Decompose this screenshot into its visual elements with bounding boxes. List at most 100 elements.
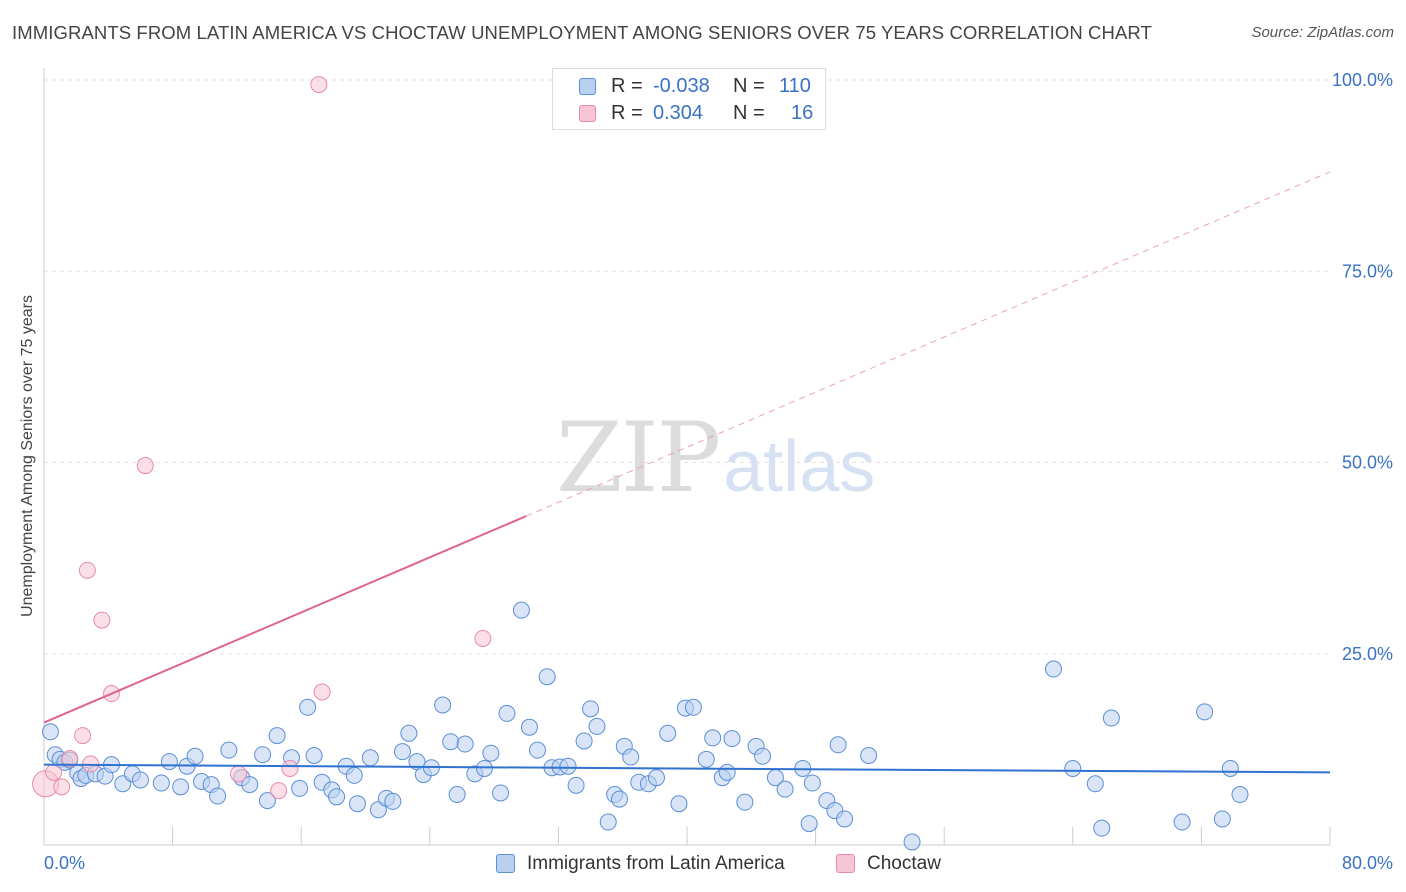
data-point-latin-america bbox=[800, 815, 818, 833]
data-point-choctaw bbox=[310, 76, 328, 94]
chart-title: IMMIGRANTS FROM LATIN AMERICA VS CHOCTAW… bbox=[12, 22, 1152, 43]
legend-r-value: 0.304 bbox=[653, 102, 704, 124]
data-point-latin-america bbox=[482, 744, 500, 762]
data-point-latin-america bbox=[588, 717, 606, 735]
data-point-latin-america bbox=[456, 735, 474, 753]
data-point-latin-america bbox=[492, 784, 510, 802]
data-point-latin-america bbox=[361, 749, 379, 767]
data-point-latin-america bbox=[400, 724, 418, 742]
data-point-latin-america bbox=[1213, 810, 1231, 828]
data-point-latin-america bbox=[258, 792, 276, 810]
trend-line-choctaw-extension bbox=[526, 171, 1331, 517]
legend-n-value: 16 bbox=[791, 102, 814, 124]
data-point-latin-america bbox=[836, 810, 854, 828]
legend-swatch-blue bbox=[579, 78, 596, 95]
data-point-latin-america bbox=[704, 729, 722, 747]
data-point-latin-america bbox=[754, 747, 772, 765]
correlation-legend: R = -0.038 N = 110 R = 0.304 N = 16 bbox=[552, 68, 826, 130]
data-point-latin-america bbox=[622, 748, 640, 766]
data-point-choctaw bbox=[82, 755, 100, 773]
data-point-latin-america bbox=[718, 763, 736, 781]
data-point-latin-america bbox=[610, 790, 628, 808]
data-point-choctaw bbox=[136, 457, 154, 475]
data-point-latin-america bbox=[567, 776, 585, 794]
data-point-latin-america bbox=[299, 698, 317, 716]
data-point-latin-america bbox=[559, 757, 577, 775]
data-point-latin-america bbox=[512, 601, 530, 619]
legend-r-label: R = bbox=[611, 75, 643, 97]
data-point-latin-america bbox=[434, 696, 452, 714]
data-point-latin-america bbox=[736, 793, 754, 811]
data-point-latin-america bbox=[41, 723, 59, 741]
data-point-latin-america bbox=[328, 788, 346, 806]
data-point-latin-america bbox=[684, 698, 702, 716]
data-point-latin-america bbox=[647, 769, 665, 787]
legend-swatch-pink bbox=[579, 105, 596, 122]
data-point-latin-america bbox=[529, 741, 547, 759]
data-point-latin-america bbox=[475, 760, 493, 777]
data-point-latin-america bbox=[1221, 760, 1239, 777]
data-point-latin-america bbox=[186, 747, 204, 765]
data-point-latin-america bbox=[241, 776, 259, 794]
data-point-latin-america bbox=[209, 787, 227, 805]
data-point-latin-america bbox=[670, 795, 688, 813]
data-point-latin-america bbox=[172, 778, 190, 796]
data-point-latin-america bbox=[345, 766, 363, 784]
data-point-choctaw bbox=[45, 763, 63, 781]
legend-label-choctaw: Choctaw bbox=[867, 853, 941, 874]
data-point-choctaw bbox=[61, 750, 79, 768]
series-legend: Immigrants from Latin America Choctaw bbox=[0, 851, 1406, 877]
data-point-choctaw bbox=[93, 611, 111, 629]
data-point-latin-america bbox=[448, 786, 466, 804]
data-point-choctaw bbox=[281, 760, 299, 777]
data-point-latin-america bbox=[131, 771, 149, 789]
data-point-latin-america bbox=[160, 753, 178, 771]
data-point-choctaw bbox=[474, 629, 492, 647]
data-point-choctaw bbox=[74, 727, 92, 745]
legend-row-latin-america: R = -0.038 N = 110 bbox=[553, 73, 825, 99]
data-point-latin-america bbox=[1231, 786, 1249, 804]
legend-r-value: -0.038 bbox=[653, 75, 710, 97]
data-point-latin-america bbox=[829, 736, 847, 754]
data-point-latin-america bbox=[1064, 760, 1082, 777]
data-point-latin-america bbox=[305, 746, 323, 764]
data-point-choctaw bbox=[230, 765, 248, 783]
data-point-choctaw bbox=[53, 778, 71, 796]
legend-swatch-choctaw bbox=[836, 854, 855, 873]
data-point-latin-america bbox=[291, 779, 309, 797]
data-point-latin-america bbox=[803, 774, 821, 792]
data-point-latin-america bbox=[903, 833, 921, 851]
data-point-latin-america bbox=[723, 730, 741, 748]
data-point-latin-america bbox=[393, 743, 411, 761]
data-point-latin-america bbox=[1093, 819, 1111, 837]
data-point-latin-america bbox=[599, 813, 617, 831]
data-point-latin-america bbox=[220, 741, 238, 759]
legend-n-label: N = bbox=[733, 75, 765, 97]
data-point-latin-america bbox=[1102, 709, 1120, 727]
data-point-latin-america bbox=[659, 724, 677, 742]
y-tick-label: 75.0% bbox=[1342, 261, 1393, 281]
data-point-latin-america bbox=[384, 792, 402, 810]
data-point-latin-america bbox=[520, 718, 538, 736]
data-point-latin-america bbox=[152, 774, 170, 792]
data-point-latin-america bbox=[860, 746, 878, 764]
data-point-latin-america bbox=[697, 750, 715, 768]
x-tick-label: 80.0% bbox=[1342, 853, 1393, 873]
data-point-latin-america bbox=[538, 668, 556, 686]
data-point-latin-america bbox=[1173, 813, 1191, 831]
source-label: Source: ZipAtlas.com bbox=[1251, 24, 1394, 41]
legend-n-label: N = bbox=[733, 102, 765, 124]
legend-label-latin-america: Immigrants from Latin America bbox=[527, 853, 785, 874]
y-tick-label: 25.0% bbox=[1342, 644, 1393, 664]
data-point-latin-america bbox=[442, 733, 460, 751]
data-point-choctaw bbox=[270, 782, 288, 800]
legend-n-value: 110 bbox=[779, 75, 811, 97]
data-point-choctaw bbox=[78, 561, 96, 579]
data-point-latin-america bbox=[776, 780, 794, 798]
trend-line-latin-america bbox=[43, 763, 1331, 774]
legend-row-choctaw: R = 0.304 N = 16 bbox=[553, 100, 825, 126]
legend-r-label: R = bbox=[611, 102, 643, 124]
x-tick-label: 0.0% bbox=[44, 853, 85, 873]
trend-line-choctaw bbox=[43, 515, 527, 724]
